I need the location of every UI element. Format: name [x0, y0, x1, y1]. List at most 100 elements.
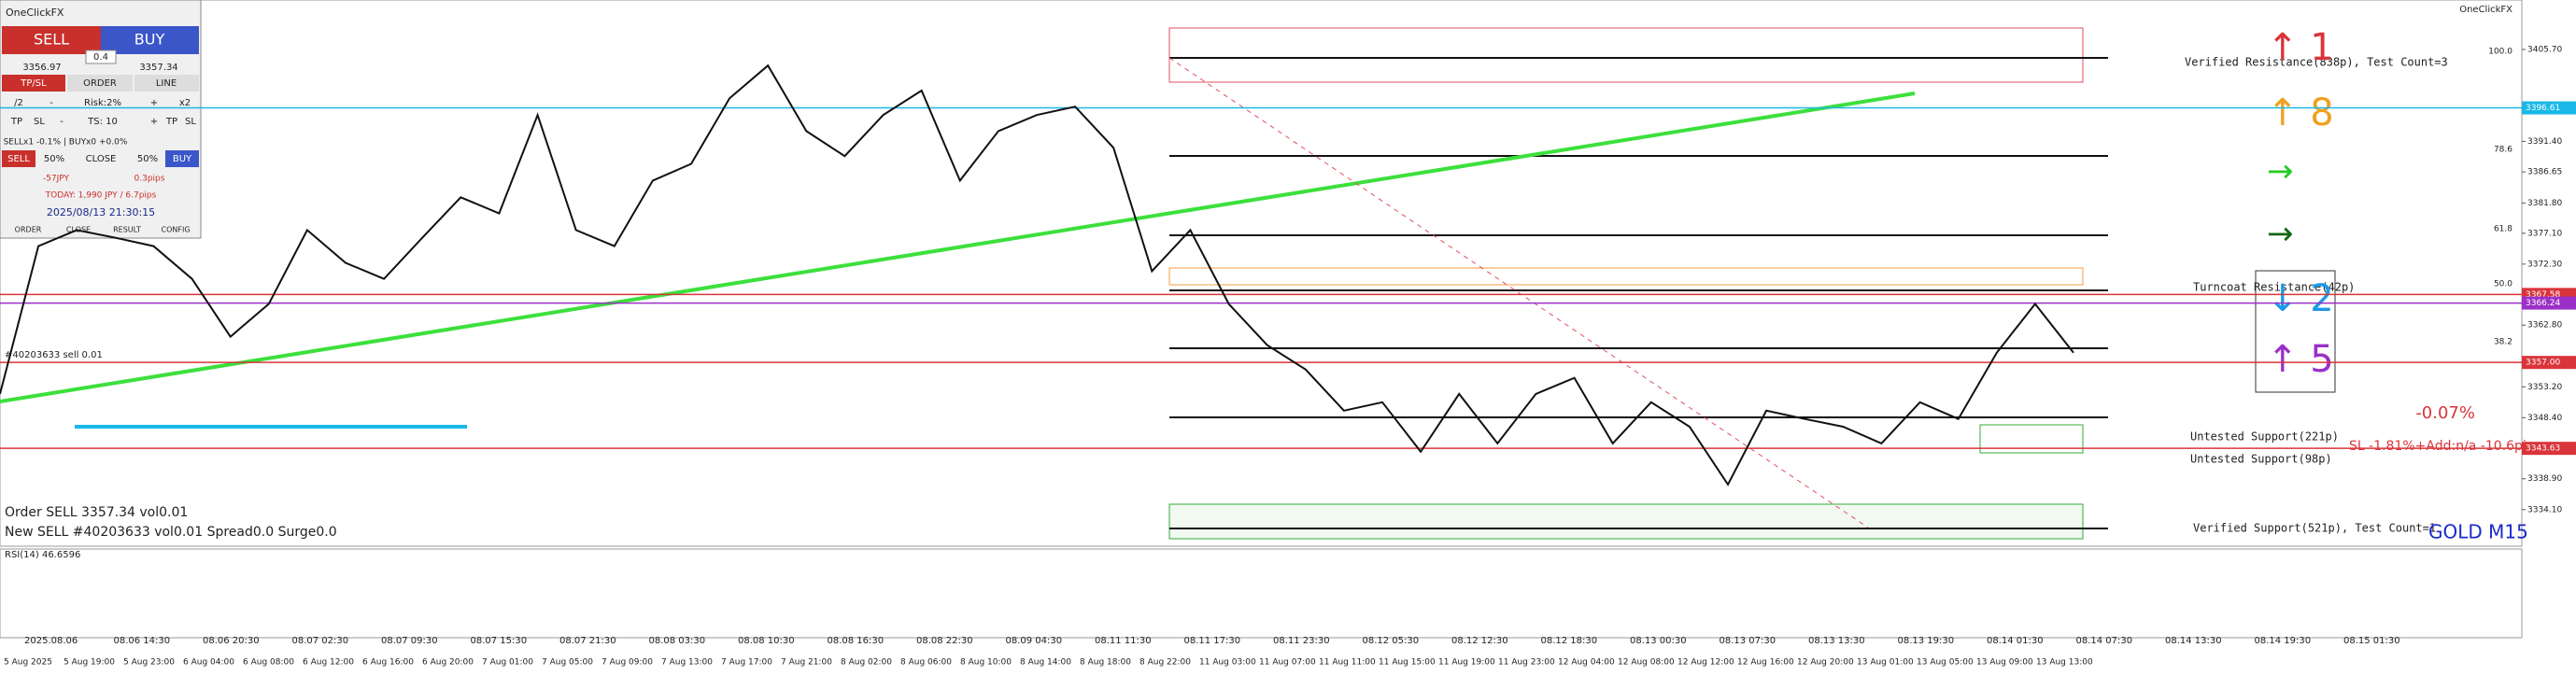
main-pane [0, 0, 2523, 547]
time-label: 08.08 22:30 [916, 636, 973, 646]
arrow: → [2267, 216, 2294, 253]
zone-label: Verified Resistance(838p), Test Count=3 [2185, 56, 2448, 69]
rsi-pane [0, 548, 2523, 639]
diagonal-line [1168, 57, 1869, 528]
time-label: 08.12 18:30 [1541, 636, 1598, 646]
price-tag [2522, 356, 2576, 370]
tab[interactable]: LINE [156, 78, 177, 89]
time-label: 7 Aug 05:00 [542, 658, 593, 668]
bid: 3356.97 [22, 63, 61, 73]
btn[interactable]: 50% [44, 154, 64, 164]
btn[interactable]: + [150, 98, 158, 108]
ask: 3357.34 [139, 63, 177, 73]
time-label: 5 Aug 19:00 [64, 658, 115, 668]
time-label: 08.06 20:30 [203, 636, 260, 646]
btn[interactable]: + [150, 117, 158, 127]
tab[interactable]: ORDER [83, 78, 117, 89]
time-label: 8 Aug 14:00 [1020, 658, 1071, 668]
btn[interactable]: TP [10, 117, 22, 127]
price-tag-label: 3367.58 [2526, 290, 2560, 300]
arrow-box [2255, 270, 2336, 393]
btn[interactable]: TP [165, 117, 177, 127]
chart-title: GOLD M15 [2428, 521, 2528, 543]
panel-title: OneClickFX [6, 7, 64, 19]
fib-label: 61.8 [2494, 225, 2512, 234]
buy-label: BUY [134, 31, 165, 49]
time-label: 08.07 15:30 [471, 636, 528, 646]
y-tick-label: 3348.40 [2527, 414, 2562, 423]
sl-label: SL -1.81%+Add:n/a -10.6pips [2349, 439, 2541, 454]
time-label: 11 Aug 11:00 [1319, 658, 1376, 668]
time-label: 08.06 14:30 [114, 636, 171, 646]
zone-label: Turncoat Resistance(42p) [2193, 281, 2355, 294]
btn[interactable]: SL [34, 117, 45, 127]
btn[interactable]: - [50, 98, 53, 108]
time-label: 6 Aug 04:00 [183, 658, 234, 668]
btn[interactable]: ORDER [15, 226, 42, 234]
price-line-series [0, 63, 2074, 486]
arrow: → [2267, 153, 2294, 190]
pips: 0.3pips [134, 175, 165, 184]
btn[interactable]: CLOSE [86, 154, 117, 164]
order-label: New SELL #40203633 vol0.01 Spread0.0 Sur… [5, 525, 337, 540]
time-label: 08.07 09:30 [381, 636, 438, 646]
arrow: ↑ 5 [2267, 338, 2334, 381]
time-label: 5 Aug 23:00 [123, 658, 175, 668]
time-label: 08.14 07:30 [2076, 636, 2133, 646]
order-label: Order SELL 3357.34 vol0.01 [5, 505, 188, 520]
risk: Risk:2% [84, 98, 121, 108]
status: SELLx1 -0.1% | BUYx0 +0.0% [4, 138, 128, 148]
price-tag-label: 3357.00 [2526, 359, 2560, 368]
time-label: 6 Aug 20:00 [422, 658, 474, 668]
price-tag [2522, 442, 2576, 456]
y-tick-label: 3353.20 [2527, 383, 2562, 392]
time-label: 6 Aug 12:00 [303, 658, 354, 668]
turncoat-zone [1168, 267, 2084, 286]
btn[interactable]: RESULT [113, 226, 141, 234]
price-tag-label: 3396.61 [2526, 104, 2560, 113]
y-tick-label: 3362.80 [2527, 321, 2562, 331]
tab[interactable]: TP/SL [20, 78, 47, 89]
btn[interactable]: x2 [179, 98, 191, 108]
time-label: 08.12 12:30 [1451, 636, 1508, 646]
zone-label: Untested Support(221p) [2190, 430, 2339, 444]
time-label: 12 Aug 12:00 [1677, 658, 1734, 668]
y-tick-label: 3377.10 [2527, 229, 2562, 238]
time-label: 08.08 16:30 [828, 636, 885, 646]
price-tag-label: 3343.63 [2526, 444, 2560, 454]
time-label: 8 Aug 10:00 [960, 658, 1012, 668]
time-label: 12 Aug 08:00 [1618, 658, 1675, 668]
time-label: 12 Aug 04:00 [1558, 658, 1615, 668]
time-label: 08.13 13:30 [1808, 636, 1865, 646]
brand: OneClickFX [2459, 5, 2512, 15]
today: TODAY: 1,990 JPY / 6.7pips [45, 191, 157, 201]
btn[interactable]: SELL [7, 154, 30, 164]
zone-label: Verified Support(521p), Test Count=1 [2193, 522, 2436, 535]
time-label: 08.11 23:30 [1273, 636, 1330, 646]
oneclick-panel: OneClickFX SELL BUY 0.4 3356.97 3357.34 … [0, 0, 202, 239]
time-label: 08.13 19:30 [1898, 636, 1955, 646]
btn[interactable]: SL [185, 117, 196, 127]
time-label: 7 Aug 17:00 [721, 658, 772, 668]
fib-label: 78.6 [2494, 146, 2512, 155]
arrow: ↑ 8 [2267, 92, 2334, 134]
time-label: 8 Aug 06:00 [900, 658, 952, 668]
price-tag [2522, 296, 2576, 310]
pl: -57JPY [43, 175, 70, 184]
btn[interactable]: BUY [173, 154, 192, 164]
btn[interactable]: 50% [137, 154, 158, 164]
price-tag [2522, 101, 2576, 115]
btn[interactable]: /2 [14, 98, 23, 108]
sell-button[interactable] [2, 26, 101, 54]
y-tick-label: 3338.90 [2527, 474, 2562, 484]
time-label: 12 Aug 20:00 [1797, 658, 1854, 668]
price-tag-label: 3366.24 [2526, 299, 2560, 308]
btn[interactable]: CONFIG [161, 226, 190, 234]
time-label: 08.13 00:30 [1630, 636, 1687, 646]
fib-lines [1169, 57, 2108, 529]
btn[interactable]: - [60, 117, 64, 127]
y-tick-label: 3391.40 [2527, 137, 2562, 147]
time-label: 13 Aug 13:00 [2036, 658, 2093, 668]
buy-button[interactable] [101, 26, 199, 54]
